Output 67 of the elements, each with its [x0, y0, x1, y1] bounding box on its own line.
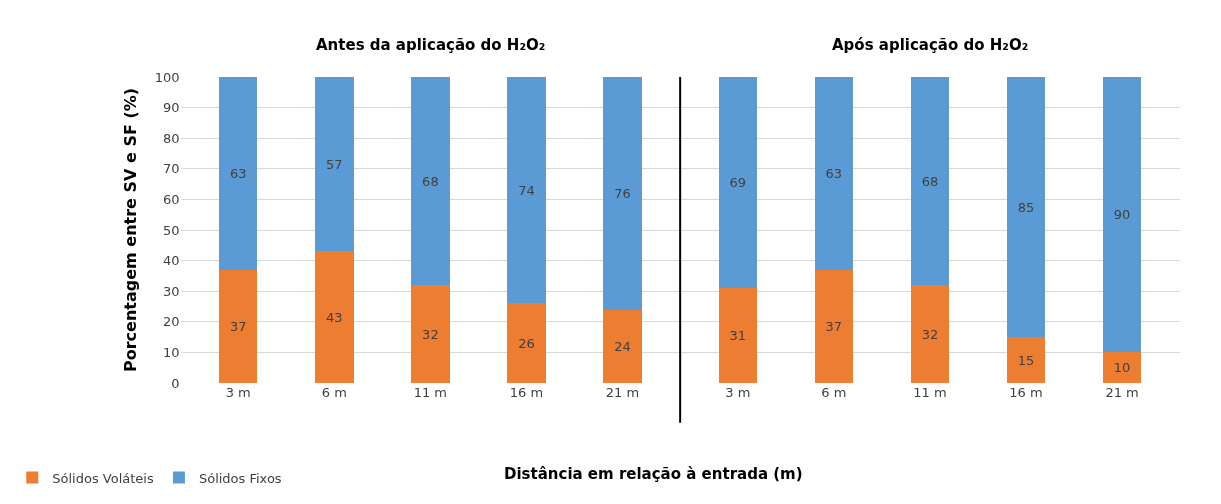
data-label: 85 — [1017, 199, 1035, 215]
data-label: 31 — [729, 328, 747, 344]
x-tick-label: 11 m — [413, 385, 448, 400]
x-tick-label: 16 m — [1009, 385, 1043, 400]
data-label: 57 — [326, 156, 343, 172]
data-label: 68 — [422, 173, 439, 189]
data-label: 32 — [921, 326, 939, 342]
data-label: 37 — [825, 318, 843, 334]
y-tick-label: 10 — [163, 344, 180, 360]
data-label: 32 — [422, 326, 439, 342]
x-tick-label: 11 m — [913, 385, 947, 400]
bar — [718, 288, 758, 383]
bar — [507, 303, 546, 383]
y-tick-label: 80 — [163, 130, 180, 146]
x-tick-label: 21 m — [1105, 385, 1139, 400]
legend-label: Sólidos Voláteis — [52, 470, 154, 486]
bar — [1102, 352, 1142, 383]
y-tick-label: 70 — [163, 161, 180, 177]
bar — [315, 251, 354, 383]
data-label: 76 — [614, 185, 631, 201]
x-tick-label: 21 m — [605, 385, 640, 400]
bar — [1006, 337, 1046, 383]
bar — [1102, 77, 1142, 353]
y-tick-label: 30 — [163, 283, 180, 299]
bar — [603, 309, 642, 383]
data-label: 43 — [326, 309, 343, 325]
data-label: 63 — [825, 165, 843, 181]
bar — [1006, 77, 1046, 338]
x-tick-label: 6 m — [821, 385, 847, 400]
y-tick-label: 40 — [163, 253, 180, 269]
bar — [603, 77, 642, 310]
y-tick-label: 50 — [163, 222, 180, 238]
data-label: 68 — [921, 173, 939, 189]
bar — [814, 77, 854, 270]
bar — [507, 77, 546, 304]
chart-title: Após aplicação do H₂O₂ — [832, 36, 1029, 54]
bar — [219, 269, 258, 383]
x-tick-label: 16 m — [509, 385, 544, 400]
chart-title: Antes da aplicação do H₂O₂ — [316, 36, 546, 54]
data-label: 63 — [229, 165, 247, 181]
x-tick-label: 6 m — [321, 385, 347, 400]
bar — [910, 285, 950, 383]
data-label: 37 — [229, 318, 247, 334]
data-label: 24 — [614, 338, 631, 354]
y-tick-label: 20 — [163, 314, 180, 330]
data-label: 69 — [729, 175, 747, 191]
data-label: 10 — [1113, 360, 1131, 376]
x-tick-label: 3 m — [225, 385, 251, 400]
legend-label: Sólidos Fixos — [198, 470, 282, 486]
y-tick-label: 100 — [154, 69, 180, 85]
bar — [411, 285, 450, 383]
data-label: 15 — [1017, 352, 1035, 368]
x-axis-title: Distância em relação à entrada (m) — [504, 465, 803, 483]
data-label: 90 — [1113, 207, 1131, 223]
y-tick-label: 0 — [171, 375, 180, 391]
bar — [910, 77, 950, 286]
bar — [219, 77, 258, 270]
data-label: 74 — [518, 182, 535, 198]
y-tick-label: 60 — [163, 191, 180, 207]
bar — [814, 269, 854, 383]
y-tick-label: 90 — [163, 100, 180, 116]
bar — [411, 77, 450, 286]
x-tick-label: 3 m — [725, 385, 751, 400]
bar — [315, 77, 354, 252]
data-label: 26 — [518, 335, 535, 351]
y-axis-title: Porcentagem entre SV e SF (%) — [120, 87, 140, 373]
bar — [718, 77, 758, 289]
